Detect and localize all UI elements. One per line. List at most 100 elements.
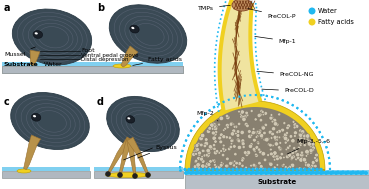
Circle shape	[219, 116, 224, 121]
Circle shape	[255, 131, 257, 134]
Polygon shape	[24, 135, 41, 170]
Circle shape	[226, 170, 230, 174]
Circle shape	[216, 165, 219, 168]
Circle shape	[203, 150, 206, 152]
Ellipse shape	[12, 9, 92, 65]
Ellipse shape	[33, 31, 42, 38]
Circle shape	[240, 110, 244, 114]
Circle shape	[286, 132, 289, 134]
Circle shape	[241, 159, 244, 162]
Circle shape	[212, 136, 216, 140]
Circle shape	[315, 159, 318, 162]
Circle shape	[245, 166, 247, 169]
Circle shape	[235, 166, 238, 168]
Circle shape	[265, 137, 269, 142]
Polygon shape	[119, 138, 133, 175]
Circle shape	[230, 122, 233, 126]
Circle shape	[259, 113, 262, 117]
Circle shape	[206, 148, 210, 153]
Circle shape	[246, 114, 249, 117]
Circle shape	[206, 153, 210, 158]
Circle shape	[260, 109, 263, 113]
Circle shape	[272, 144, 274, 147]
Bar	[94, 167, 183, 171]
Circle shape	[196, 163, 200, 167]
Circle shape	[237, 145, 241, 149]
Circle shape	[209, 146, 213, 150]
Text: Foot: Foot	[81, 49, 94, 53]
Circle shape	[274, 167, 277, 170]
Circle shape	[235, 132, 237, 135]
Circle shape	[341, 170, 345, 174]
Circle shape	[214, 123, 217, 125]
Circle shape	[187, 168, 191, 171]
Text: Substrate: Substrate	[4, 61, 39, 67]
Text: d: d	[97, 97, 104, 107]
Circle shape	[244, 151, 247, 154]
Circle shape	[295, 158, 298, 161]
Circle shape	[306, 163, 310, 167]
Circle shape	[194, 144, 198, 148]
Polygon shape	[30, 50, 40, 65]
Circle shape	[220, 150, 223, 152]
Circle shape	[255, 153, 257, 156]
Circle shape	[203, 168, 207, 171]
Circle shape	[274, 171, 278, 175]
Circle shape	[308, 19, 315, 26]
Circle shape	[242, 117, 246, 122]
Circle shape	[196, 166, 200, 171]
Circle shape	[261, 136, 263, 139]
Circle shape	[263, 131, 266, 135]
Circle shape	[195, 144, 199, 147]
Circle shape	[279, 148, 282, 151]
Circle shape	[344, 171, 348, 175]
Circle shape	[269, 171, 273, 175]
Circle shape	[293, 147, 296, 150]
Circle shape	[293, 131, 297, 135]
Circle shape	[287, 146, 290, 149]
Circle shape	[214, 165, 218, 169]
Circle shape	[307, 142, 312, 146]
Circle shape	[232, 164, 235, 167]
Circle shape	[278, 136, 281, 139]
Circle shape	[223, 129, 225, 131]
Circle shape	[207, 127, 211, 130]
Circle shape	[209, 160, 212, 163]
Circle shape	[300, 153, 304, 157]
Circle shape	[219, 140, 223, 144]
Circle shape	[261, 167, 264, 170]
Circle shape	[311, 161, 315, 164]
Circle shape	[204, 171, 208, 175]
Circle shape	[259, 167, 262, 170]
Circle shape	[252, 147, 256, 151]
Circle shape	[276, 164, 279, 166]
Circle shape	[252, 163, 256, 167]
Circle shape	[249, 171, 253, 175]
Circle shape	[294, 135, 296, 137]
Circle shape	[213, 132, 217, 136]
Circle shape	[230, 132, 235, 136]
Circle shape	[279, 156, 282, 160]
Bar	[94, 171, 183, 178]
Circle shape	[184, 171, 188, 175]
Circle shape	[210, 123, 214, 127]
Circle shape	[250, 110, 253, 112]
Circle shape	[279, 171, 283, 175]
Circle shape	[222, 135, 226, 139]
Circle shape	[308, 8, 315, 15]
Text: TMPs: TMPs	[198, 5, 230, 11]
Circle shape	[231, 170, 235, 174]
Circle shape	[269, 148, 272, 151]
Circle shape	[256, 130, 259, 133]
Circle shape	[311, 170, 315, 174]
Circle shape	[310, 167, 313, 170]
Circle shape	[215, 150, 219, 153]
Text: Mfp-1: Mfp-1	[255, 36, 296, 43]
Circle shape	[349, 171, 353, 175]
Circle shape	[219, 171, 223, 175]
Ellipse shape	[232, 0, 252, 11]
Circle shape	[267, 168, 271, 171]
Circle shape	[207, 168, 211, 171]
Circle shape	[319, 168, 323, 171]
Circle shape	[307, 168, 311, 171]
